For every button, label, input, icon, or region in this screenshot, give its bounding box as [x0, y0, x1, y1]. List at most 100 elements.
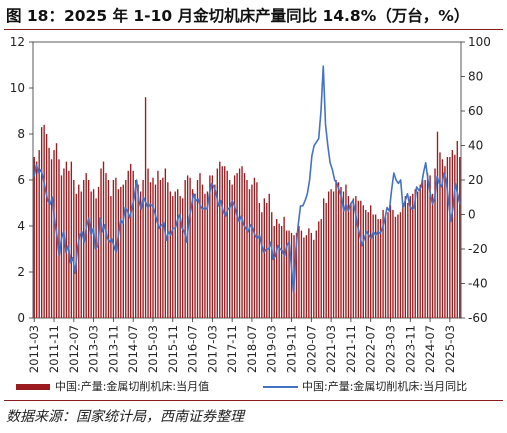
bar	[421, 180, 424, 318]
bar	[347, 196, 350, 318]
bar	[83, 180, 85, 318]
bar	[204, 193, 206, 318]
bar	[355, 196, 357, 318]
bar	[226, 170, 228, 318]
bar	[271, 212, 273, 318]
bar	[177, 189, 179, 318]
bar	[412, 193, 414, 318]
bar	[288, 230, 290, 318]
bar	[164, 168, 167, 318]
bar-series	[33, 97, 461, 318]
bar	[110, 196, 112, 318]
x-tick-label: 2013-11	[106, 325, 120, 373]
left-tick-label: 2	[17, 265, 25, 279]
x-tick-label: 2011-03	[27, 325, 41, 373]
bar	[159, 180, 162, 318]
bar	[162, 177, 164, 318]
bar	[426, 173, 429, 318]
bar	[389, 205, 392, 318]
bar	[241, 166, 243, 318]
yoy-line	[33, 65, 461, 293]
bar	[194, 193, 196, 318]
bar	[196, 180, 199, 318]
bar	[33, 157, 35, 318]
bar	[402, 203, 404, 318]
bar	[167, 182, 169, 318]
bar	[120, 186, 122, 318]
x-tick-label: 2011-11	[47, 325, 61, 373]
bar	[157, 170, 159, 318]
bar	[345, 184, 347, 318]
bar	[246, 180, 248, 318]
bar	[248, 189, 251, 318]
right-tick-label: 100	[468, 35, 491, 49]
bar	[308, 228, 310, 318]
x-tick-label: 2021-03	[324, 325, 338, 373]
right-tick-label: -20	[468, 242, 488, 256]
bar	[446, 157, 449, 318]
bar	[63, 168, 65, 318]
bar	[100, 168, 102, 318]
bar	[179, 196, 181, 318]
bar	[233, 175, 236, 318]
bar	[441, 159, 444, 318]
bar	[201, 184, 204, 318]
x-axis: 2011-03 2011-11 2012-07 2013-03 2013-11 2014-…	[27, 318, 457, 373]
chart-title: 图 18：2025 年 1-10 月金切机床产量同比 14.8%（万台，%）	[6, 7, 470, 25]
bar	[459, 157, 461, 318]
bar	[122, 184, 124, 318]
bar	[102, 161, 105, 318]
bar	[335, 180, 337, 318]
bar	[58, 159, 60, 318]
bar	[310, 232, 312, 318]
bar	[283, 216, 285, 318]
bar	[315, 230, 317, 318]
bar	[424, 180, 426, 318]
x-tick-label: 2025-03	[443, 325, 457, 373]
bar	[53, 150, 55, 318]
bar	[144, 97, 147, 318]
bar	[97, 186, 100, 318]
bar	[332, 191, 335, 318]
bar	[209, 175, 211, 318]
legend: 中国:产量:金属切削机床:当月值 中国:产量:金属切削机床:当月同比	[16, 379, 467, 393]
bar	[189, 177, 191, 318]
bar	[191, 189, 194, 318]
bar	[399, 212, 402, 318]
bar	[285, 230, 288, 318]
right-tick-label: -40	[468, 277, 488, 291]
bar	[199, 173, 201, 318]
right-tick-label: 20	[468, 173, 483, 187]
bar	[40, 127, 43, 318]
bar	[305, 235, 308, 318]
bar	[78, 184, 80, 318]
bar	[357, 200, 360, 318]
bar	[92, 189, 95, 318]
bar	[261, 212, 263, 318]
bar	[340, 186, 342, 318]
bar	[216, 168, 218, 318]
bar	[382, 209, 384, 318]
bar	[65, 161, 68, 318]
bar	[360, 200, 362, 318]
bar	[372, 214, 374, 318]
bar	[85, 173, 87, 318]
bar	[112, 180, 115, 318]
bar	[130, 163, 132, 318]
right-tick-label: 40	[468, 139, 483, 153]
bar	[38, 150, 40, 318]
title-rule	[4, 29, 503, 30]
bar	[419, 184, 421, 318]
x-tick-label: 2016-07	[186, 325, 200, 373]
left-axis: 0 2 4 6 8 10 12	[10, 35, 33, 325]
bar	[456, 140, 458, 318]
bar	[387, 212, 389, 318]
bar	[407, 203, 409, 318]
bar	[238, 168, 241, 318]
bar	[211, 175, 214, 318]
bar	[184, 180, 186, 318]
line-series	[33, 65, 461, 293]
bar	[280, 226, 283, 318]
x-tick-label: 2019-11	[285, 325, 299, 373]
